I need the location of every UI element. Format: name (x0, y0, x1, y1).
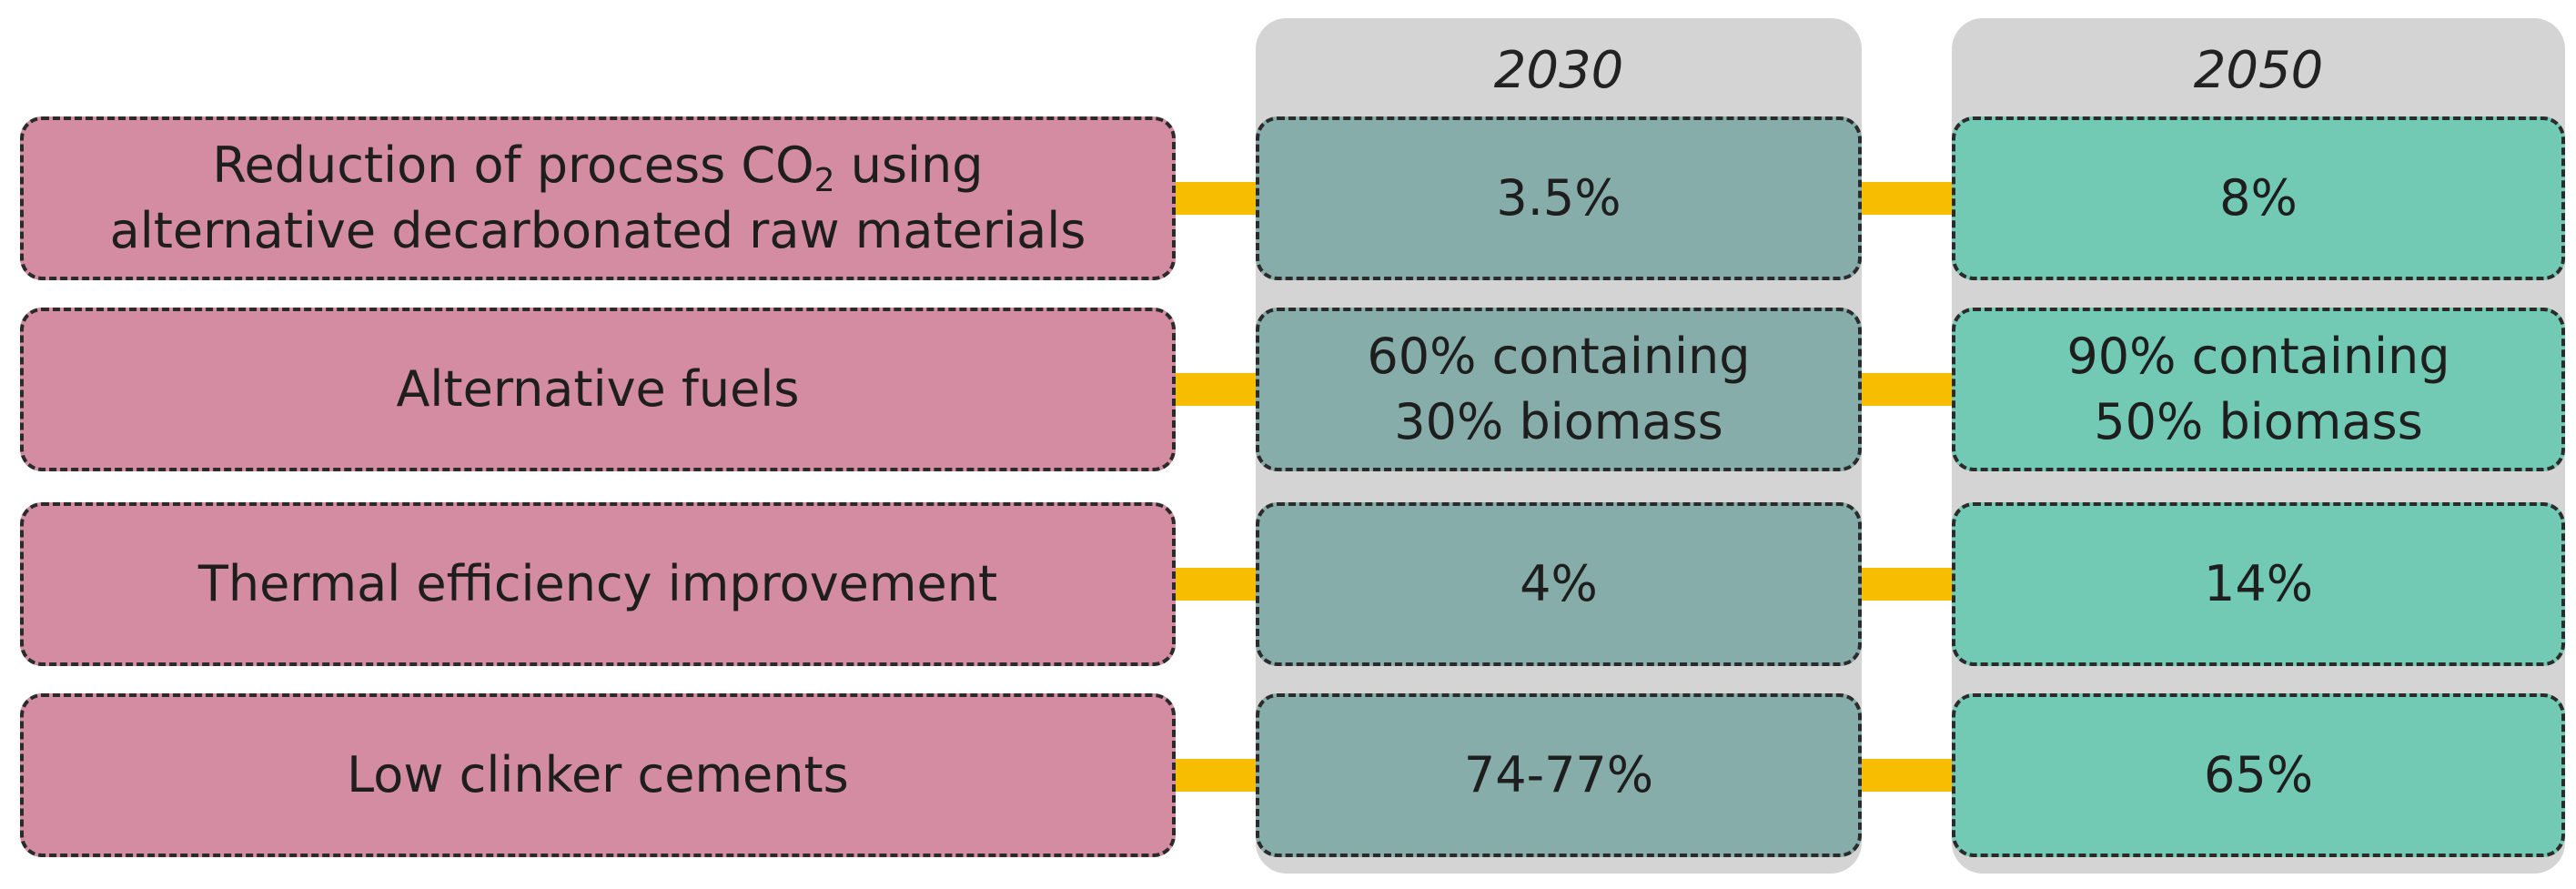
connector-row3-2050 (1862, 568, 1952, 601)
lever-label-line1: Reduction of process CO2 using (110, 133, 1086, 198)
connector-row1-2050 (1862, 182, 1952, 215)
connector-row4-2050 (1862, 759, 1952, 792)
lever-label-line2: alternative decarbonated raw materials (109, 202, 1086, 259)
value-2050-low-clinker: 65% (1952, 693, 2565, 857)
connector-row1-2030 (1176, 182, 1256, 215)
lever-label-thermal-efficiency: Thermal efficiency improvement (20, 502, 1176, 666)
year-header-2030: 2030 (1493, 41, 1624, 100)
label-subscript: 2 (813, 162, 835, 199)
connector-row2-2030 (1176, 373, 1256, 406)
value-2050-alternative-fuels: 90% containing 50% biomass (1952, 308, 2565, 471)
connector-row3-2030 (1176, 568, 1256, 601)
value-2030-process-co2: 3.5% (1256, 116, 1862, 280)
value-2030-alternative-fuels: 60% containing 30% biomass (1256, 308, 1862, 471)
value-line1: 90% containing (2066, 328, 2450, 385)
value-2030-low-clinker: 74-77% (1256, 693, 1862, 857)
value-line2: 30% biomass (1394, 393, 1723, 450)
year-header-2050: 2050 (2193, 41, 2324, 100)
value-line1: 4% (1520, 555, 1598, 612)
value-2030-thermal-efficiency: 4% (1256, 502, 1862, 666)
lever-label-line1: Low clinker cements (347, 746, 849, 803)
lever-label-line1: Thermal efficiency improvement (197, 555, 998, 612)
lever-label-alternative-fuels: Alternative fuels (20, 308, 1176, 471)
value-line1: 65% (2203, 746, 2314, 803)
value-line1: 74-77% (1463, 746, 1654, 803)
lever-label-low-clinker: Low clinker cements (20, 693, 1176, 857)
lever-label-process-co2: Reduction of process CO2 using alternati… (20, 116, 1176, 280)
connector-row4-2030 (1176, 759, 1256, 792)
value-line1: 3.5% (1496, 169, 1621, 227)
value-2050-thermal-efficiency: 14% (1952, 502, 2565, 666)
value-line1: 60% containing (1367, 328, 1751, 385)
connector-row2-2050 (1862, 373, 1952, 406)
lever-label-line1: Alternative fuels (396, 360, 800, 418)
value-line1: 14% (2203, 555, 2314, 612)
label-text-pre: Reduction of process CO (212, 136, 814, 194)
value-line1: 8% (2219, 169, 2298, 227)
value-2050-process-co2: 8% (1952, 116, 2565, 280)
label-text-post: using (834, 136, 984, 194)
value-line2: 50% biomass (2094, 393, 2423, 450)
